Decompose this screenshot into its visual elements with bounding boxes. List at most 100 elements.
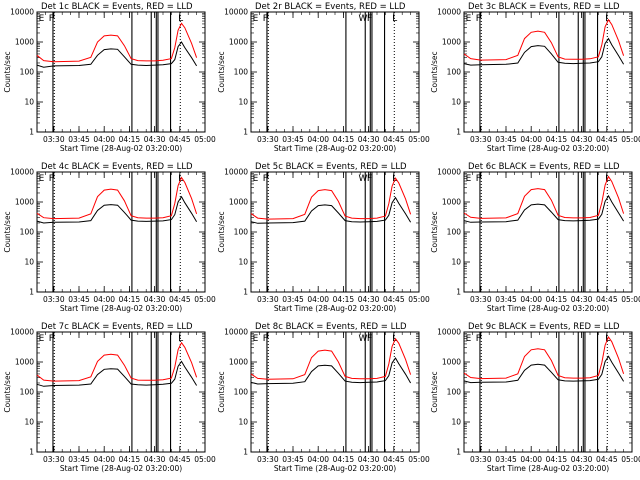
x-tick-label: 04:45: [169, 135, 191, 144]
flag-marker: E: [39, 14, 45, 24]
x-tick-label: 03:30: [257, 295, 279, 304]
y-tick-label: 1000: [229, 198, 248, 207]
x-tick-label: 04:00: [520, 295, 542, 304]
x-axis-label: Start Time (28-Aug-02 03:20:00): [274, 304, 396, 313]
x-tick-label: 04:30: [571, 295, 593, 304]
x-tick-label: 04:15: [546, 295, 568, 304]
x-tick-label: 03:30: [43, 295, 65, 304]
x-axis-label: Start Time (28-Aug-02 03:20:00): [60, 304, 182, 313]
y-tick-label: 10: [238, 418, 248, 427]
x-tick-label: 04:00: [520, 455, 542, 464]
panel-2: Det 2r BLACK = Events, RED = LLD 1 10 100 10…: [217, 2, 430, 153]
x-tick-label: 04:15: [333, 295, 355, 304]
x-axis-label: Start Time (28-Aug-02 03:20:00): [274, 144, 396, 153]
panel-title: Det 9c BLACK = Events, RED = LLD: [468, 322, 620, 332]
flag-marker: W: [359, 174, 368, 184]
panel-title: Det 6c BLACK = Events, RED = LLD: [468, 162, 620, 172]
x-tick-label: 03:30: [470, 295, 492, 304]
y-tick-label: 1: [456, 448, 461, 457]
flag-marker: F: [367, 174, 372, 184]
x-tick-label: 04:00: [93, 135, 115, 144]
flag-marker: F: [263, 14, 268, 24]
x-tick-label: 05:00: [621, 295, 640, 304]
y-tick-label: 10000: [10, 8, 34, 17]
x-tick-label: 03:45: [495, 455, 517, 464]
panel-title: Det 1c BLACK = Events, RED = LLD: [41, 2, 193, 12]
y-axis-label: Counts/sec: [217, 51, 226, 92]
x-tick-label: 05:00: [621, 455, 640, 464]
x-tick-label: 04:00: [520, 135, 542, 144]
x-axis-label: Start Time (28-Aug-02 03:20:00): [487, 464, 609, 473]
x-tick-label: 04:00: [307, 295, 329, 304]
y-tick-label: 10000: [437, 8, 461, 17]
panel-9: Det 9c BLACK = Events, RED = LLD 1 10 100 10…: [430, 322, 640, 473]
y-tick-label: 100: [447, 228, 462, 237]
y-tick-label: 1: [243, 448, 248, 457]
x-tick-label: 03:30: [470, 455, 492, 464]
x-tick-label: 04:15: [119, 455, 141, 464]
panel-title: Det 5c BLACK = Events, RED = LLD: [255, 162, 407, 172]
y-tick-label: 1: [456, 288, 461, 297]
y-tick-label: 100: [20, 388, 35, 397]
series-line-lld: [250, 337, 412, 380]
series-line-events: [463, 355, 625, 384]
series-line-events: [250, 357, 412, 385]
flag-marker: F: [263, 334, 268, 344]
y-tick-label: 10: [451, 418, 461, 427]
x-axis-label: Start Time (28-Aug-02 03:20:00): [60, 144, 182, 153]
x-tick-label: 04:45: [596, 455, 618, 464]
x-tick-label: 05:00: [408, 455, 430, 464]
x-tick-label: 03:45: [282, 295, 304, 304]
y-axis-label: Counts/sec: [430, 51, 439, 92]
x-tick-label: 04:00: [93, 295, 115, 304]
x-tick-label: 04:30: [571, 135, 593, 144]
series-line-events: [463, 37, 625, 66]
panel-7: Det 7c BLACK = Events, RED = LLD 1 10 100 10…: [3, 322, 216, 473]
y-axis-label: Counts/sec: [217, 211, 226, 252]
x-tick-label: 03:45: [68, 455, 90, 464]
y-tick-label: 1: [243, 288, 248, 297]
y-tick-label: 10: [238, 258, 248, 267]
flag-marker: F: [476, 334, 481, 344]
y-tick-label: 1000: [15, 198, 34, 207]
y-tick-label: 10000: [10, 168, 34, 177]
y-tick-label: 1: [29, 288, 34, 297]
y-tick-label: 10: [451, 258, 461, 267]
x-tick-label: 03:45: [495, 295, 517, 304]
flag-marker: E: [466, 14, 472, 24]
x-tick-label: 04:45: [596, 135, 618, 144]
x-tick-label: 03:45: [68, 135, 90, 144]
y-tick-label: 100: [447, 388, 462, 397]
x-tick-label: 04:15: [333, 135, 355, 144]
x-tick-label: 04:30: [144, 135, 166, 144]
y-tick-label: 1000: [442, 38, 461, 47]
x-tick-label: 03:30: [43, 135, 65, 144]
x-tick-label: 04:45: [383, 295, 405, 304]
series-line-events: [36, 195, 198, 224]
x-tick-label: 04:30: [571, 455, 593, 464]
x-tick-label: 03:45: [282, 455, 304, 464]
series-line-lld: [250, 177, 412, 220]
flag-marker: E: [253, 14, 259, 24]
panel-title: Det 8c BLACK = Events, RED = LLD: [255, 322, 407, 332]
flag-marker: L: [178, 334, 183, 344]
x-tick-label: 03:45: [495, 135, 517, 144]
panel-3: Det 3c BLACK = Events, RED = LLD 1 10 100 10…: [430, 2, 640, 153]
x-tick-label: 05:00: [194, 455, 216, 464]
y-tick-label: 10: [238, 98, 248, 107]
y-tick-label: 100: [234, 388, 249, 397]
flag-marker: W: [359, 334, 368, 344]
y-tick-label: 10000: [437, 168, 461, 177]
y-tick-label: 100: [447, 68, 462, 77]
x-tick-label: 03:45: [68, 295, 90, 304]
y-tick-label: 10: [24, 418, 34, 427]
y-tick-label: 10000: [437, 328, 461, 337]
panel-title: Det 4c BLACK = Events, RED = LLD: [41, 162, 193, 172]
x-tick-label: 04:45: [169, 455, 191, 464]
series-line-events: [250, 196, 412, 224]
y-tick-label: 10: [24, 258, 34, 267]
x-axis-label: Start Time (28-Aug-02 03:20:00): [60, 464, 182, 473]
x-axis-label: Start Time (28-Aug-02 03:20:00): [274, 464, 396, 473]
y-tick-label: 100: [234, 228, 249, 237]
series-line-lld: [36, 341, 198, 382]
